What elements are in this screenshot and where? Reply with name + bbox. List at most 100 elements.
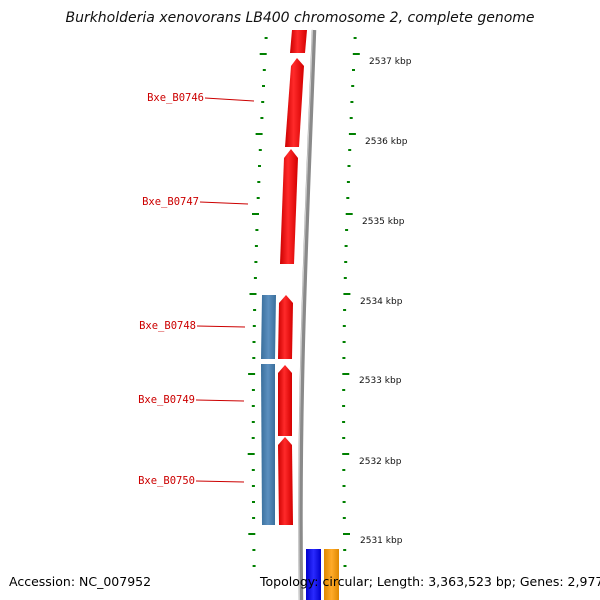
minor-tick xyxy=(251,421,255,423)
leader-line xyxy=(196,325,246,328)
minor-tick xyxy=(342,437,346,439)
forward-cds-bxe-b0750[interactable] xyxy=(278,437,293,525)
minor-tick xyxy=(264,37,268,39)
major-tick xyxy=(248,373,256,375)
minor-tick xyxy=(251,437,255,439)
gene-label-text: Bxe_B0750 xyxy=(138,475,195,487)
major-tick xyxy=(252,213,259,215)
major-tick xyxy=(249,293,257,295)
minor-tick xyxy=(261,101,265,103)
kbp-label: 2532 kbp xyxy=(359,457,402,467)
minor-tick xyxy=(343,565,347,567)
minor-tick xyxy=(252,549,256,551)
minor-tick xyxy=(253,309,257,311)
minor-tick xyxy=(343,549,347,551)
minor-tick xyxy=(343,309,347,311)
major-tick xyxy=(342,453,350,455)
minor-tick xyxy=(252,565,256,567)
leader-line xyxy=(204,97,255,102)
map-title: Burkholderia xenovorans LB400 chromosome… xyxy=(65,10,535,26)
forward-cds-bxe-b0749[interactable] xyxy=(278,365,292,436)
genome-stats-text: Topology: circular; Length: 3,363,523 bp… xyxy=(260,574,600,589)
forward-cds-bxe-b0746[interactable] xyxy=(285,58,304,147)
major-tick xyxy=(247,453,255,455)
minor-tick xyxy=(350,101,354,103)
minor-tick xyxy=(252,341,256,343)
feature-blue[interactable] xyxy=(306,549,321,600)
kbp-label: 2537 kbp xyxy=(369,57,412,67)
minor-tick xyxy=(353,37,357,39)
minor-tick xyxy=(342,341,346,343)
minor-tick xyxy=(262,69,266,71)
minor-tick xyxy=(342,421,346,423)
leader-line xyxy=(195,399,245,402)
kbp-label: 2531 kbp xyxy=(360,536,403,546)
minor-tick xyxy=(342,485,346,487)
minor-tick xyxy=(254,245,258,247)
minor-tick xyxy=(262,85,265,87)
gene-label-bxe-b0750[interactable]: Bxe_B0750 xyxy=(138,475,245,487)
forward-cds-bxe-b0748[interactable] xyxy=(278,295,293,359)
forward-cds-partial[interactable] xyxy=(290,30,307,53)
accession-text: Accession: NC_007952 xyxy=(9,574,152,589)
feature-orange[interactable] xyxy=(324,549,339,600)
minor-tick xyxy=(256,197,260,199)
major-tick xyxy=(343,533,350,535)
major-tick xyxy=(343,293,351,295)
minor-tick xyxy=(342,357,346,359)
minor-tick xyxy=(345,229,349,231)
minor-tick xyxy=(258,165,261,167)
minor-tick xyxy=(253,277,257,279)
minor-tick xyxy=(344,245,348,247)
inner-tick-ring xyxy=(247,37,268,567)
minor-tick xyxy=(347,165,351,167)
kbp-label: 2535 kbp xyxy=(362,217,405,227)
major-tick xyxy=(352,53,360,55)
minor-tick xyxy=(255,229,259,231)
major-tick xyxy=(348,133,356,135)
minor-tick xyxy=(342,389,346,391)
forward-cds-bxe-b0747[interactable] xyxy=(280,149,298,264)
reverse-feature-1[interactable] xyxy=(261,295,276,359)
minor-tick xyxy=(342,325,346,327)
minor-tick xyxy=(344,261,348,263)
kbp-label: 2533 kbp xyxy=(359,376,402,386)
gene-label-text: Bxe_B0747 xyxy=(142,196,199,208)
gene-label-text: Bxe_B0748 xyxy=(139,320,196,332)
minor-tick xyxy=(348,149,352,151)
gene-label-text: Bxe_B0746 xyxy=(147,92,204,104)
minor-tick xyxy=(258,149,262,151)
minor-tick xyxy=(251,485,255,487)
major-tick xyxy=(342,373,350,375)
minor-tick xyxy=(346,197,350,199)
minor-tick xyxy=(251,469,255,471)
minor-tick xyxy=(252,501,255,503)
kbp-label: 2536 kbp xyxy=(365,137,408,147)
leader-line xyxy=(199,201,249,205)
major-tick xyxy=(248,533,256,535)
gene-label-bxe-b0748[interactable]: Bxe_B0748 xyxy=(139,320,246,332)
minor-tick xyxy=(342,517,346,519)
major-tick xyxy=(345,213,353,215)
reverse-feature-2[interactable] xyxy=(261,364,275,525)
minor-tick xyxy=(343,277,347,279)
minor-tick xyxy=(252,357,256,359)
gene-label-bxe-b0746[interactable]: Bxe_B0746 xyxy=(147,92,255,104)
gene-label-bxe-b0749[interactable]: Bxe_B0749 xyxy=(138,394,245,406)
leader-line xyxy=(195,480,245,483)
major-tick xyxy=(255,133,263,135)
kbp-label: 2534 kbp xyxy=(360,297,403,307)
gene-label-bxe-b0747[interactable]: Bxe_B0747 xyxy=(142,196,249,208)
backbone-highlight xyxy=(298,29,313,600)
minor-tick xyxy=(252,517,256,519)
outer-tick-ring xyxy=(342,37,360,567)
minor-tick xyxy=(351,85,355,87)
minor-tick xyxy=(352,69,355,71)
minor-tick xyxy=(254,261,258,263)
minor-tick xyxy=(342,405,346,407)
minor-tick xyxy=(260,117,264,119)
minor-tick xyxy=(349,117,353,119)
chromosome-backbone xyxy=(298,29,317,600)
minor-tick xyxy=(251,405,255,407)
